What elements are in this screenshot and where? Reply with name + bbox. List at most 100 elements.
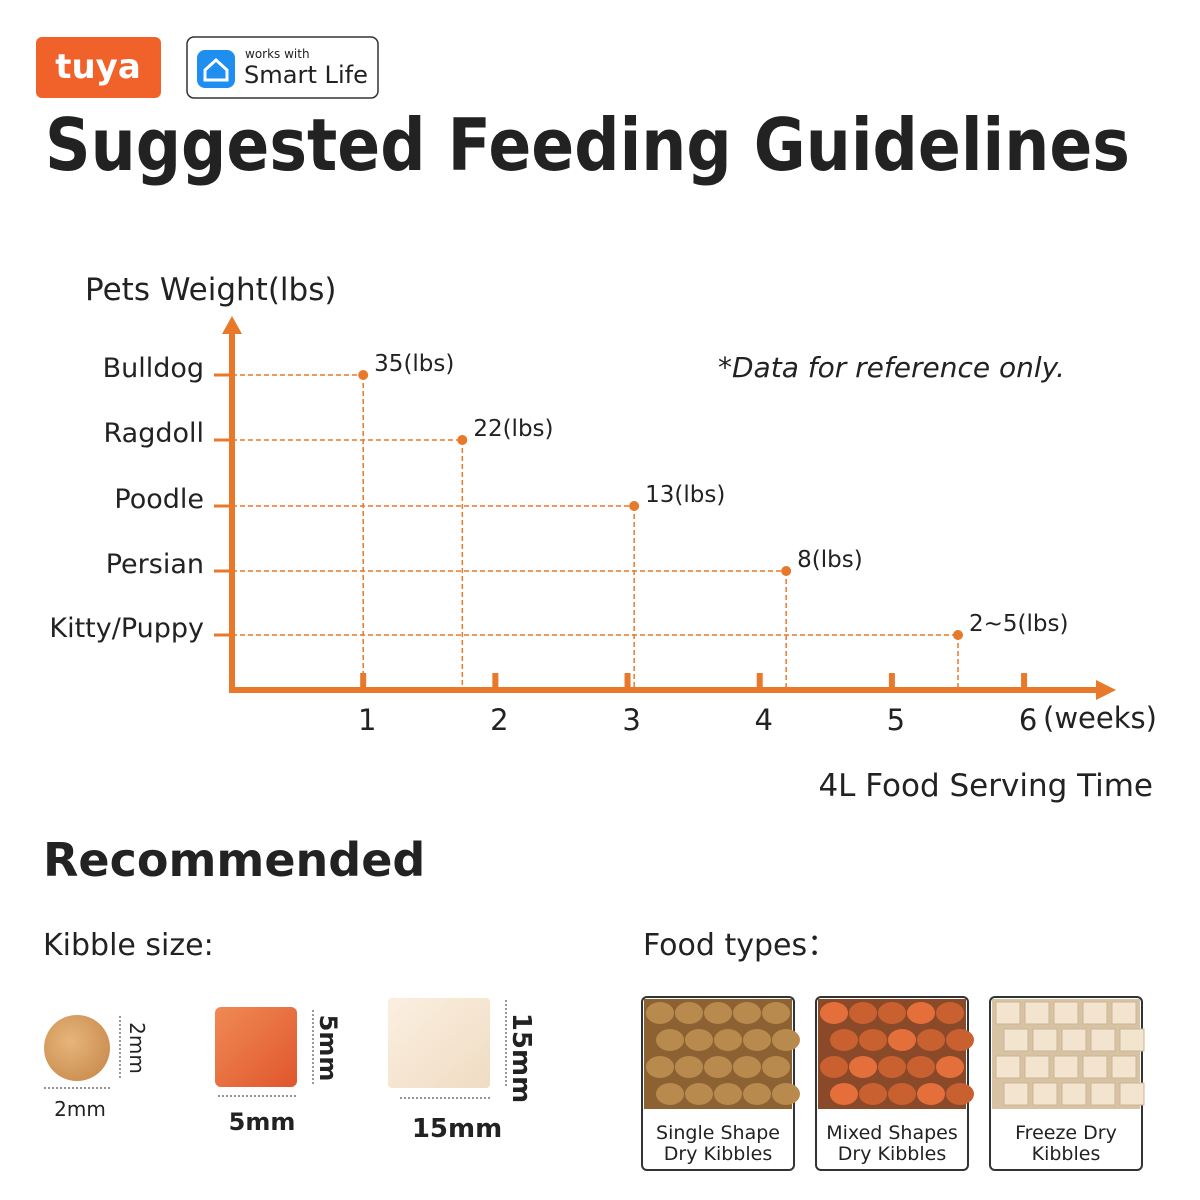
x-tick-label: 4 [754,703,772,737]
kibble-piece [743,1083,771,1105]
section-heading: Recommended [43,833,425,887]
x-tick [756,673,763,690]
badge-small: works with [245,47,310,61]
x-tick-label: 2 [490,703,508,737]
food-type-label: Dry Kibbles [664,1143,772,1165]
kibble-piece [714,1083,742,1105]
y-category-label: Ragdoll [103,418,204,449]
x-arrow [1096,680,1116,700]
kibble-piece [704,1002,732,1024]
kibble-piece [743,1029,771,1051]
kibble-piece [995,1001,1021,1025]
x-tick-label: 3 [622,703,640,737]
x-tick [888,673,895,690]
food-type-label: Dry Kibbles [838,1143,946,1165]
kibble-piece [946,1083,974,1105]
kibble-piece [1119,1028,1145,1052]
x-unit: (weeks) [1043,701,1157,735]
kibble-piece [859,1083,887,1105]
kibble-piece [762,1002,790,1024]
kibble-piece [878,1056,906,1078]
x-tick [492,673,499,690]
kibble-piece [685,1029,713,1051]
point [358,370,369,380]
badge-main: Smart Life [244,61,368,89]
food-type-label: Freeze Dry [1015,1122,1117,1144]
food-type-label: Single Shape [656,1122,780,1144]
kibble-piece [733,1056,761,1078]
badge-icon [197,50,235,88]
x-tick-label: 5 [887,703,905,737]
note: *Data for reference only. [718,351,1065,384]
kibble-piece [714,1029,742,1051]
chart: Pets Weight(lbs) *Data for reference only… [49,272,1157,804]
y-axis-label: Pets Weight(lbs) [85,272,336,308]
kibble-width: 2mm [54,1097,106,1121]
kibble-piece [936,1056,964,1078]
brand-text: tuya [55,47,141,87]
home-icon [203,57,229,82]
kibble-piece [704,1056,732,1078]
point-label: 13(lbs) [645,482,725,508]
y-category-label: Persian [106,549,204,580]
point [781,566,792,576]
food-type-label: Mixed Shapes [826,1122,958,1144]
point-label: 8(lbs) [797,547,863,573]
kibble-piece [936,1002,964,1024]
kibble-piece [1024,1001,1050,1025]
kibble-piece [1053,1055,1079,1079]
food-label: Food types： [643,928,837,963]
kibble-piece [675,1002,703,1024]
kibble-piece [1119,1082,1145,1106]
kibble-piece [772,1083,800,1105]
kibble-piece [830,1083,858,1105]
point [952,630,963,640]
kibble-piece [878,1002,906,1024]
kibble-height: 5mm [314,1015,342,1082]
kibble-piece [1111,1001,1137,1025]
y-category-label: Bulldog [103,353,204,384]
kibble-piece [917,1083,945,1105]
kibble-piece [820,1002,848,1024]
kibble-piece [820,1056,848,1078]
point [457,435,468,445]
y-arrow [222,316,242,334]
kibble-piece [849,1056,877,1078]
kibble-piece [1032,1082,1058,1106]
point-label: 2~5(lbs) [969,611,1068,637]
point [629,501,640,511]
kibble-piece [888,1083,916,1105]
kibble-piece [830,1029,858,1051]
kibble-medium [215,1007,297,1087]
kibble-piece [946,1029,974,1051]
kibble-piece [849,1002,877,1024]
kibble-piece [675,1056,703,1078]
kibble-piece [1024,1055,1050,1079]
kibble-piece [907,1002,935,1024]
x-tick-label: 6 [1019,703,1037,737]
kibble-piece [1111,1055,1137,1079]
badge [186,36,379,99]
kibble-piece [646,1002,674,1024]
kibble-piece [656,1083,684,1105]
kibble-piece [1082,1001,1108,1025]
kibble-piece [1003,1028,1029,1052]
kibble-piece [1053,1001,1079,1025]
kibble-large [388,998,490,1088]
kibble-small [44,1015,110,1081]
kibble-height: 2mm [125,1022,149,1074]
kibble-piece [888,1029,916,1051]
kibble-piece [1061,1028,1087,1052]
brand-logo [36,37,161,98]
kibble-piece [1082,1055,1108,1079]
kibble-piece [1061,1082,1087,1106]
x-tick [624,673,631,690]
kibble-width: 5mm [229,1108,296,1136]
y-category-label: Poodle [114,484,204,515]
page-title: Suggested Feeding Guidelines [45,103,1130,187]
kibble-piece [733,1002,761,1024]
kibble-piece [1003,1082,1029,1106]
kibble-height: 15mm [506,1013,536,1103]
